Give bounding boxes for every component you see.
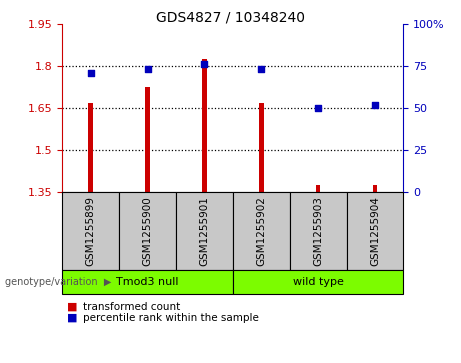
Bar (316, 185, 320, 192)
Text: genotype/variation  ▶: genotype/variation ▶ (5, 277, 111, 287)
Text: transformed count: transformed count (83, 302, 180, 312)
Text: GSM1255901: GSM1255901 (199, 196, 209, 266)
Text: ■: ■ (67, 302, 77, 312)
Point (258, 66, 265, 72)
Text: GSM1255900: GSM1255900 (142, 196, 153, 266)
Text: ■: ■ (67, 313, 77, 323)
Text: GSM1255904: GSM1255904 (370, 196, 380, 266)
Point (87, 70, 95, 76)
Text: GSM1255903: GSM1255903 (313, 196, 323, 266)
Point (201, 61, 208, 67)
Text: percentile rank within the sample: percentile rank within the sample (83, 313, 259, 323)
Bar (372, 184, 377, 192)
Bar (202, 59, 207, 192)
Bar (259, 103, 264, 192)
Bar (145, 87, 150, 192)
Text: wild type: wild type (293, 277, 343, 287)
Text: GSM1255902: GSM1255902 (256, 196, 266, 266)
Text: GDS4827 / 10348240: GDS4827 / 10348240 (156, 11, 305, 25)
Text: GSM1255899: GSM1255899 (86, 196, 96, 266)
Point (144, 66, 151, 72)
Point (371, 102, 378, 107)
Text: Tmod3 null: Tmod3 null (116, 277, 179, 287)
Bar (89, 103, 93, 192)
Point (314, 105, 322, 111)
